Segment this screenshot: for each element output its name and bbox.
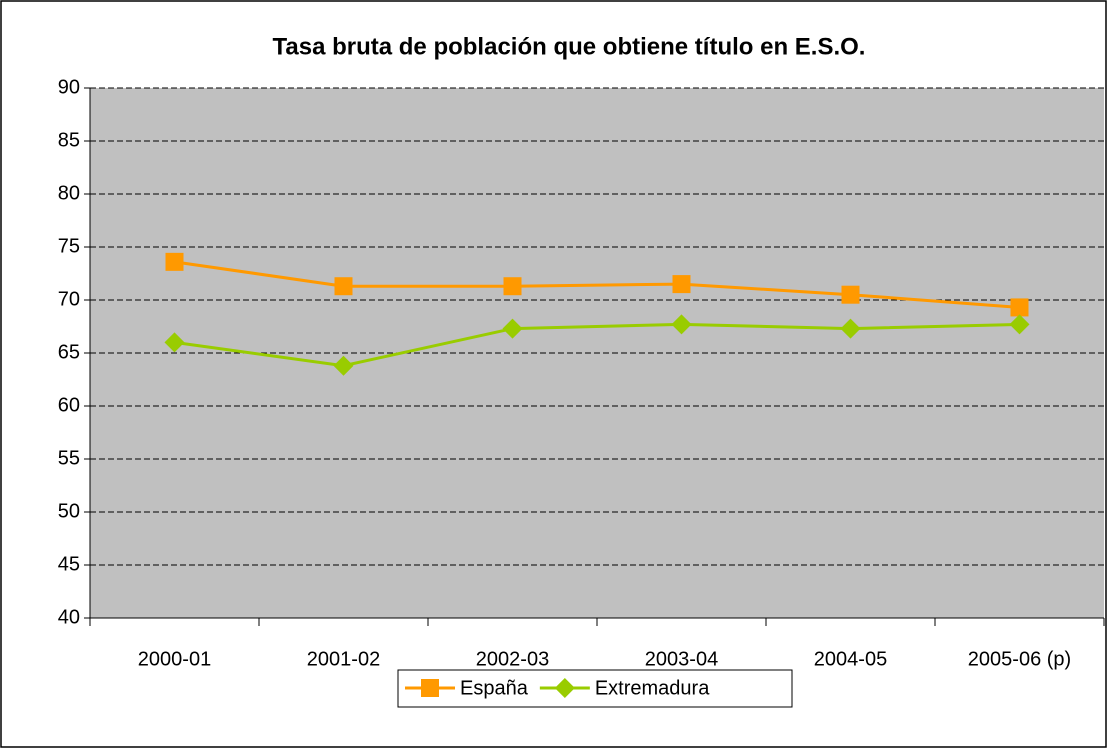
marker xyxy=(333,355,354,376)
series-line xyxy=(174,260,1020,309)
marker xyxy=(164,332,185,353)
marker xyxy=(421,679,439,697)
marker xyxy=(671,314,692,335)
y-tick-label: 85 xyxy=(58,129,80,151)
marker xyxy=(1009,314,1030,335)
y-tick-label: 65 xyxy=(58,341,80,363)
x-tick-label: 2003-04 xyxy=(645,648,718,670)
marker xyxy=(1010,298,1029,317)
x-tick-label: 2002-03 xyxy=(476,648,549,670)
y-tick-label: 45 xyxy=(58,553,80,575)
marker xyxy=(840,318,861,339)
x-tick-label: 2001-02 xyxy=(307,648,380,670)
legend-box xyxy=(397,669,793,708)
y-tick-label: 40 xyxy=(58,606,80,628)
y-tick-label: 75 xyxy=(58,235,80,257)
legend: España Extremadura xyxy=(397,669,793,708)
marker xyxy=(503,277,522,296)
marker xyxy=(554,678,575,698)
legend-label: España xyxy=(460,677,529,699)
y-tick-label: 70 xyxy=(58,288,80,310)
x-tick-label: 2000-01 xyxy=(138,648,211,670)
y-tick-label: 60 xyxy=(58,394,80,416)
x-tick-label: 2005-06 (p) xyxy=(968,648,1071,670)
x-tick-label: 2004-05 xyxy=(814,648,887,670)
marker xyxy=(841,285,860,304)
marker xyxy=(502,318,523,339)
series-line xyxy=(174,322,1020,368)
y-tick-label: 80 xyxy=(58,182,80,204)
y-tick-label: 55 xyxy=(58,447,80,469)
marker xyxy=(672,275,691,294)
marker xyxy=(165,252,184,271)
legend-label: Extremadura xyxy=(595,677,710,699)
y-tick-label: 90 xyxy=(58,76,80,98)
chart-title: Tasa bruta de población que obtiene títu… xyxy=(273,33,866,60)
y-tick-label: 50 xyxy=(58,500,80,522)
marker xyxy=(334,277,353,296)
